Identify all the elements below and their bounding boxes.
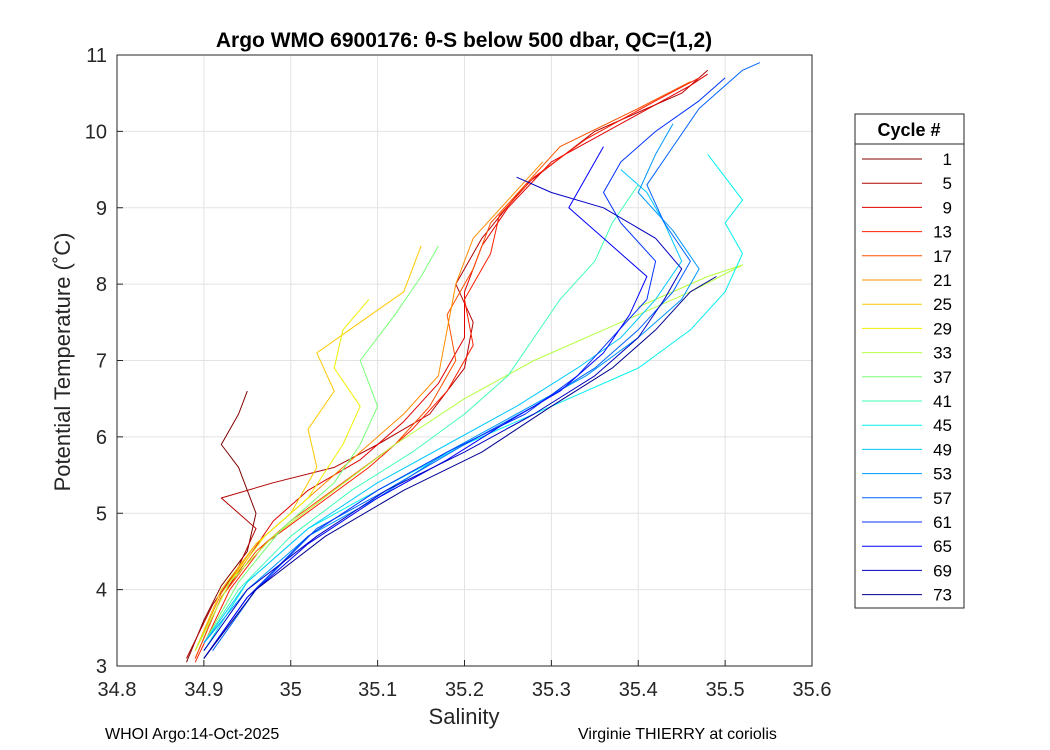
series-line-cycle-25 xyxy=(194,245,422,651)
chart-title: Argo WMO 6900176: θ-S below 500 dbar, QC… xyxy=(216,29,712,52)
legend-title: Cycle # xyxy=(877,120,940,140)
series-group xyxy=(186,62,761,663)
series-line-cycle-53 xyxy=(203,123,700,644)
x-axis-label: Salinity xyxy=(429,704,500,729)
legend-items: 1 5 9 13 17 21 25 29 33 37 41 45 49 53 57 61 65 69 73 xyxy=(862,150,952,605)
x-tick-label: 35.1 xyxy=(358,679,397,701)
series-line-cycle-13 xyxy=(194,77,700,663)
series-line-cycle-45 xyxy=(203,153,743,651)
legend-label: 9 xyxy=(943,198,952,217)
legend-box xyxy=(854,113,965,609)
legend-label: 29 xyxy=(933,319,952,338)
legend-label: 1 xyxy=(943,150,952,169)
y-tick-label: 8 xyxy=(96,274,107,296)
y-tick-label: 7 xyxy=(96,351,107,373)
y-tick-label: 5 xyxy=(96,503,107,525)
legend-label: 37 xyxy=(933,368,952,387)
legend: Cycle # 1 5 9 13 17 21 25 29 33 37 41 45 49 53 57 61 65 6… xyxy=(854,113,965,609)
x-tick-label: 35.5 xyxy=(706,679,745,701)
x-tick-label: 34.9 xyxy=(184,679,223,701)
legend-label: 61 xyxy=(933,513,952,532)
series-line-cycle-73 xyxy=(203,276,717,659)
series-line-cycle-41 xyxy=(203,184,639,644)
legend-label: 69 xyxy=(933,561,952,580)
x-tick-label: 35.6 xyxy=(793,679,832,701)
footer-credit: Virginie THIERRY at coriolis xyxy=(578,726,777,743)
legend-label: 17 xyxy=(933,247,952,266)
series-line-cycle-37 xyxy=(203,245,439,644)
legend-label: 25 xyxy=(933,295,952,314)
series-line-cycle-29 xyxy=(194,299,370,651)
ticks: 34.8 34.9 35 35.1 35.2 35.3 35.4 35.5 35.6 3 4 5 6 7 8… xyxy=(85,45,832,701)
y-tick-label: 9 xyxy=(96,198,107,220)
series-line-cycle-57 xyxy=(212,62,761,651)
y-tick-label: 4 xyxy=(96,580,107,602)
legend-label: 45 xyxy=(933,416,952,435)
x-tick-label: 35.4 xyxy=(619,679,658,701)
series-line-cycle-1 xyxy=(186,390,257,663)
series-line-cycle-69 xyxy=(203,176,683,651)
y-tick-label: 10 xyxy=(85,121,107,143)
y-tick-label: 6 xyxy=(96,427,107,449)
legend-label: 49 xyxy=(933,440,952,459)
footer-date: WHOI Argo:14-Oct-2025 xyxy=(105,726,280,743)
x-tick-label: 35.2 xyxy=(445,679,484,701)
y-tick-label: 11 xyxy=(86,45,107,67)
series-line-cycle-61 xyxy=(203,77,726,659)
x-tick-label: 34.8 xyxy=(98,679,137,701)
legend-label: 41 xyxy=(933,392,952,411)
legend-label: 73 xyxy=(933,586,952,605)
legend-label: 13 xyxy=(933,223,952,242)
legend-label: 57 xyxy=(933,489,952,508)
legend-label: 21 xyxy=(933,271,952,290)
legend-label: 53 xyxy=(933,465,952,484)
y-axis-label: Potential Temperature (˚C) xyxy=(50,233,75,492)
y-tick-label: 3 xyxy=(96,656,107,678)
legend-label: 5 xyxy=(943,174,952,193)
legend-label: 65 xyxy=(933,537,952,556)
legend-label: 33 xyxy=(933,344,952,363)
x-tick-label: 35.3 xyxy=(532,679,571,701)
series-line-cycle-17 xyxy=(194,81,691,659)
x-tick-label: 35 xyxy=(280,679,302,701)
series-line-cycle-65 xyxy=(203,146,648,659)
